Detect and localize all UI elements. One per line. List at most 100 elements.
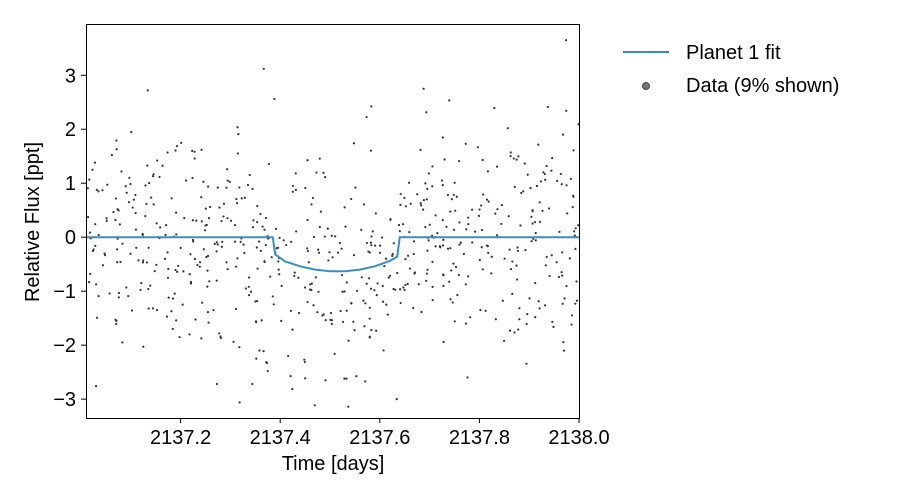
data-point [171, 327, 174, 331]
data-point [93, 161, 97, 164]
data-point [408, 267, 412, 270]
data-point [116, 261, 119, 264]
data-point [312, 235, 316, 239]
data-point [416, 193, 419, 196]
data-point [225, 261, 228, 264]
data-point [511, 260, 514, 263]
data-point [545, 255, 548, 259]
data-point [569, 177, 572, 180]
data-point [202, 180, 205, 183]
data-point [142, 259, 145, 262]
data-point [425, 279, 428, 282]
data-point [196, 263, 199, 267]
data-point [191, 176, 194, 180]
data-point [174, 211, 178, 214]
data-point [478, 208, 481, 211]
data-point [174, 268, 177, 272]
data-point [282, 239, 285, 242]
data-point [220, 245, 223, 248]
data-point [360, 276, 363, 279]
data-point [322, 171, 325, 174]
data-point [88, 231, 92, 234]
data-point [385, 303, 388, 306]
data-point [508, 329, 512, 332]
data-point [546, 105, 549, 109]
data-point [142, 345, 145, 348]
data-point [271, 295, 274, 298]
data-point [362, 299, 365, 302]
data-point [449, 210, 452, 213]
data-point [526, 313, 529, 316]
data-point [365, 241, 369, 245]
data-point [517, 328, 520, 331]
data-point [344, 225, 347, 228]
data-point [213, 242, 216, 245]
data-point [575, 280, 578, 283]
data-point [158, 175, 161, 179]
data-point [481, 158, 484, 162]
data-point [495, 165, 499, 168]
data-point [340, 247, 343, 250]
data-point [352, 320, 355, 323]
data-point [572, 149, 575, 152]
data-point [259, 212, 262, 216]
data-point [538, 201, 541, 204]
data-point [396, 271, 399, 275]
data-point [559, 172, 562, 176]
data-point [545, 164, 548, 168]
data-point [291, 328, 294, 331]
data-point [131, 206, 134, 209]
data-point [252, 219, 255, 222]
data-point [454, 209, 457, 212]
data-point [171, 297, 175, 300]
data-point [114, 318, 117, 321]
data-point [529, 187, 532, 190]
data-point [467, 275, 470, 278]
data-point [97, 190, 100, 193]
data-point [323, 235, 326, 238]
data-point [251, 226, 255, 229]
data-point [251, 187, 254, 191]
data-point [479, 308, 482, 312]
data-point [147, 246, 150, 249]
data-point [353, 329, 356, 332]
data-point [215, 250, 218, 253]
data-point [538, 220, 542, 223]
data-point [383, 265, 386, 268]
data-point [425, 111, 428, 114]
data-point [273, 97, 276, 101]
data-point [266, 369, 269, 373]
data-point [419, 148, 422, 151]
data-point [516, 246, 519, 249]
data-point [229, 219, 233, 222]
data-point [341, 274, 344, 277]
data-point [94, 223, 97, 226]
data-point [247, 276, 251, 279]
data-point [395, 398, 398, 401]
data-point [422, 87, 425, 90]
data-point [512, 157, 515, 160]
data-point [145, 202, 148, 206]
data-point [451, 301, 454, 304]
data-point [493, 107, 496, 110]
data-point [399, 301, 402, 305]
data-point [441, 136, 444, 139]
data-point [167, 267, 170, 271]
data-point [509, 155, 512, 158]
data-point [306, 159, 309, 162]
data-point [408, 231, 411, 234]
data-point [291, 184, 295, 188]
data-point [422, 208, 425, 211]
data-point [457, 273, 460, 277]
data-point [565, 109, 568, 112]
data-point [334, 235, 337, 238]
y-tick-label: 2 [65, 119, 76, 141]
data-point [364, 302, 367, 305]
y-tick-label: −2 [53, 335, 76, 357]
data-point [426, 268, 429, 271]
data-point [193, 157, 196, 160]
data-point [280, 319, 283, 322]
data-point [404, 283, 407, 287]
data-point [455, 195, 458, 198]
